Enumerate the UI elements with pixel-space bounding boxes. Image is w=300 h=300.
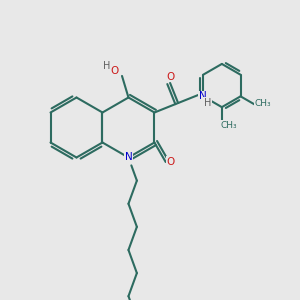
Text: O: O — [110, 66, 118, 76]
Text: CH₃: CH₃ — [220, 121, 237, 130]
Text: N: N — [124, 152, 132, 163]
Text: H: H — [103, 61, 110, 71]
Text: CH₃: CH₃ — [254, 99, 271, 108]
Text: O: O — [166, 157, 174, 167]
Text: H: H — [204, 98, 211, 108]
Text: O: O — [166, 72, 174, 82]
Text: N: N — [199, 91, 206, 101]
